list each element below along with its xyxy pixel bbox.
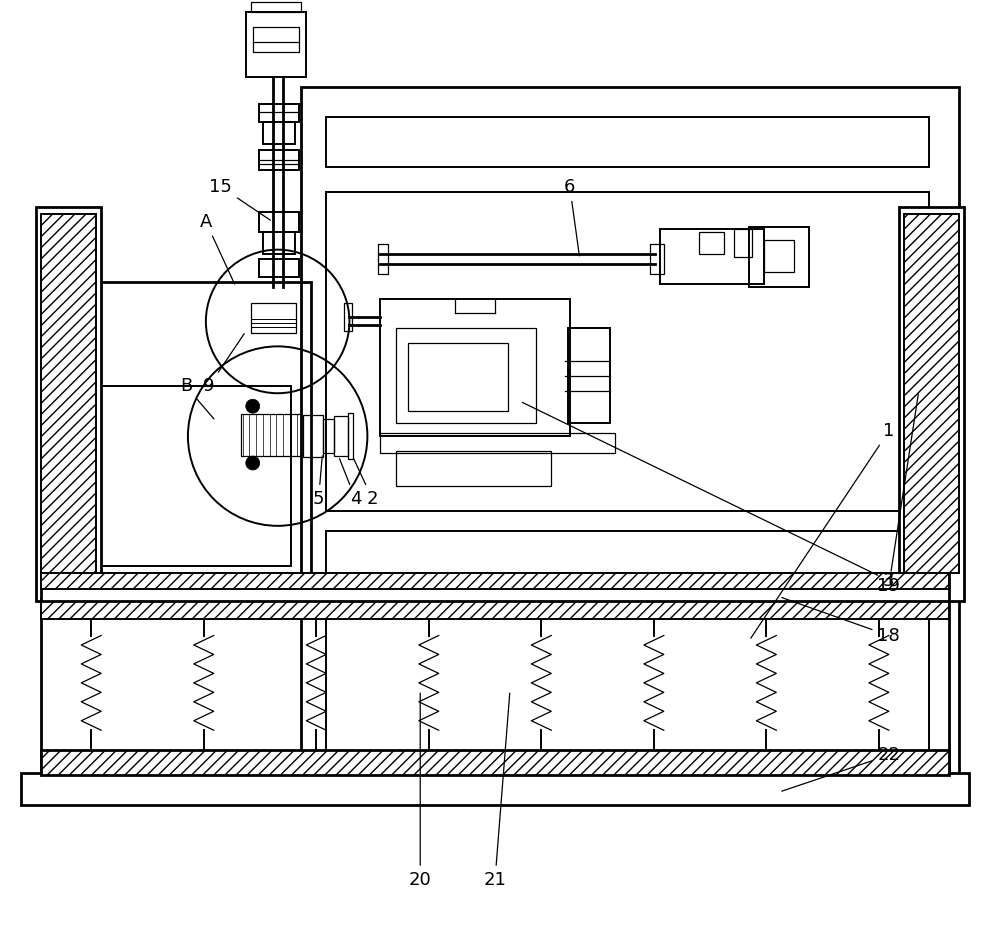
Bar	[21, 774, 969, 805]
Bar	[253, 27, 299, 53]
Bar	[303, 415, 323, 457]
Bar	[263, 122, 295, 144]
Text: 22: 22	[782, 746, 900, 791]
Bar	[41, 573, 949, 589]
Text: 5: 5	[313, 455, 324, 508]
Bar	[259, 150, 299, 170]
Bar	[323, 419, 334, 453]
Bar	[41, 573, 949, 600]
Text: 19: 19	[877, 394, 918, 595]
Bar	[246, 12, 306, 77]
Bar	[380, 433, 615, 453]
Text: B: B	[180, 377, 214, 419]
Bar	[348, 413, 353, 459]
Bar	[568, 328, 610, 423]
Bar	[380, 298, 570, 436]
Bar	[904, 214, 959, 573]
Bar	[259, 212, 299, 231]
Bar	[263, 231, 295, 254]
Text: 15: 15	[209, 178, 270, 220]
Bar	[899, 207, 964, 600]
Bar	[396, 451, 551, 486]
Circle shape	[246, 456, 260, 470]
Bar	[41, 598, 949, 618]
Bar	[56, 281, 311, 585]
Bar	[734, 229, 752, 257]
Bar	[76, 386, 291, 566]
Bar	[749, 227, 809, 287]
Bar	[251, 3, 301, 12]
Text: 20: 20	[409, 694, 432, 889]
Bar	[301, 88, 959, 795]
Text: 3: 3	[522, 403, 895, 590]
Bar	[251, 304, 296, 333]
Bar	[650, 244, 664, 274]
Bar	[41, 214, 96, 573]
Bar	[326, 531, 929, 775]
Text: A: A	[200, 213, 235, 284]
Bar	[259, 104, 299, 122]
Bar	[408, 343, 508, 411]
Bar	[396, 328, 536, 423]
Bar	[241, 414, 301, 456]
Bar	[36, 207, 101, 600]
Bar	[326, 192, 929, 511]
Circle shape	[246, 399, 260, 413]
Text: 4: 4	[340, 458, 361, 508]
Bar	[764, 240, 794, 272]
Text: 6: 6	[564, 178, 579, 256]
Bar	[41, 598, 949, 775]
Bar	[41, 750, 949, 775]
Bar	[660, 229, 764, 283]
Bar	[326, 117, 929, 167]
Bar	[344, 304, 352, 331]
Bar	[334, 416, 348, 456]
Text: 18: 18	[782, 598, 900, 645]
Text: 2: 2	[354, 458, 378, 508]
Text: 21: 21	[484, 694, 510, 889]
Text: 1: 1	[751, 423, 895, 638]
Text: 9: 9	[203, 334, 244, 395]
Bar	[259, 259, 299, 277]
Bar	[699, 231, 724, 254]
Bar	[378, 244, 388, 274]
